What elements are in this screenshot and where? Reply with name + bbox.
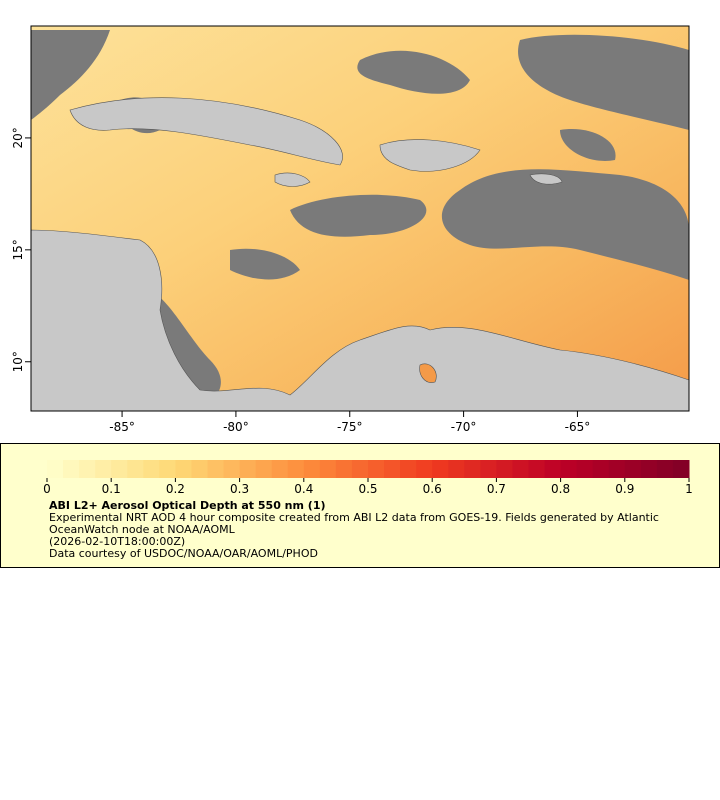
colorbar-tick-label: 0.7	[487, 482, 506, 496]
colorbar-step	[175, 460, 192, 478]
colorbar-step	[47, 460, 64, 478]
legend-line: Data courtesy of USDOC/NOAA/OAR/AOML/PHO…	[49, 547, 318, 560]
x-tick-label: -80°	[223, 420, 249, 434]
colorbar-step	[544, 460, 562, 478]
x-tick-label: -85°	[109, 420, 135, 434]
colorbar-step	[528, 460, 546, 478]
colorbar-tick-label: 0.2	[166, 482, 185, 496]
colorbar-step	[287, 460, 305, 478]
colorbar-step	[223, 460, 241, 478]
colorbar-step	[656, 460, 674, 478]
colorbar-step	[351, 460, 369, 478]
colorbar-step	[592, 460, 610, 478]
legend-line: (2026-02-10T18:00:00Z)	[49, 535, 186, 548]
colorbar-step	[608, 460, 626, 478]
colorbar-step	[368, 460, 385, 478]
y-tick-label: 15°	[11, 239, 25, 260]
colorbar-step	[432, 460, 449, 478]
map-frame	[30, 25, 690, 412]
colorbar-step	[464, 460, 481, 478]
colorbar-step	[255, 460, 273, 478]
colorbar-step	[79, 460, 96, 478]
colorbar-step	[95, 460, 112, 478]
colorbar-step	[63, 460, 80, 478]
colorbar-step	[640, 460, 658, 478]
colorbar-step	[448, 460, 465, 478]
colorbar-step	[271, 460, 289, 478]
colorbar-step	[239, 460, 257, 478]
legend-title: ABI L2+ Aerosol Optical Depth at 550 nm …	[49, 499, 326, 512]
colorbar-step	[191, 460, 208, 478]
y-tick-label: 20°	[11, 127, 25, 148]
colorbar-step	[480, 460, 497, 478]
colorbar-tick-label: 0	[43, 482, 51, 496]
legend-text: ABI L2+ Aerosol Optical Depth at 550 nm …	[49, 500, 689, 560]
colorbar-step	[384, 460, 401, 478]
colorbar-step	[143, 460, 160, 478]
colorbar-tick-label: 0.9	[615, 482, 634, 496]
colorbar-step	[159, 460, 176, 478]
colorbar-step	[303, 460, 321, 478]
colorbar-tick-label: 0.4	[294, 482, 313, 496]
colorbar-step	[576, 460, 594, 478]
colorbar-step	[512, 460, 529, 478]
colorbar-tick-label: 0.6	[423, 482, 442, 496]
legend-line: Experimental NRT AOD 4 hour composite cr…	[49, 511, 659, 536]
x-tick-label: -75°	[337, 420, 363, 434]
colorbar: 0 0.1 0.2 0.3 0.4 0.5 0.6 0.7 0.8 0.9 1	[43, 460, 693, 496]
colorbar-step	[111, 460, 128, 478]
axes: -85° -80° -75° -70° -65° 10° 15° 20°	[11, 127, 590, 434]
colorbar-step	[207, 460, 225, 478]
y-tick-label: 10°	[11, 351, 25, 372]
colorbar-step	[560, 460, 578, 478]
colorbar-tick-label: 0.5	[358, 482, 377, 496]
x-tick-label: -70°	[451, 420, 477, 434]
colorbar-step	[319, 460, 337, 478]
colorbar-step	[127, 460, 144, 478]
colorbar-tick-label: 0.1	[102, 482, 121, 496]
colorbar-step	[335, 460, 353, 478]
land	[30, 97, 690, 412]
colorbar-tick-label: 0.3	[230, 482, 249, 496]
colorbar-step	[496, 460, 513, 478]
x-tick-label: -65°	[565, 420, 591, 434]
colorbar-step	[672, 460, 690, 478]
colorbar-step	[400, 460, 417, 478]
colorbar-tick-label: 1	[685, 482, 693, 496]
colorbar-step	[416, 460, 433, 478]
colorbar-tick-label: 0.8	[551, 482, 570, 496]
map	[30, 25, 690, 412]
colorbar-step	[624, 460, 642, 478]
